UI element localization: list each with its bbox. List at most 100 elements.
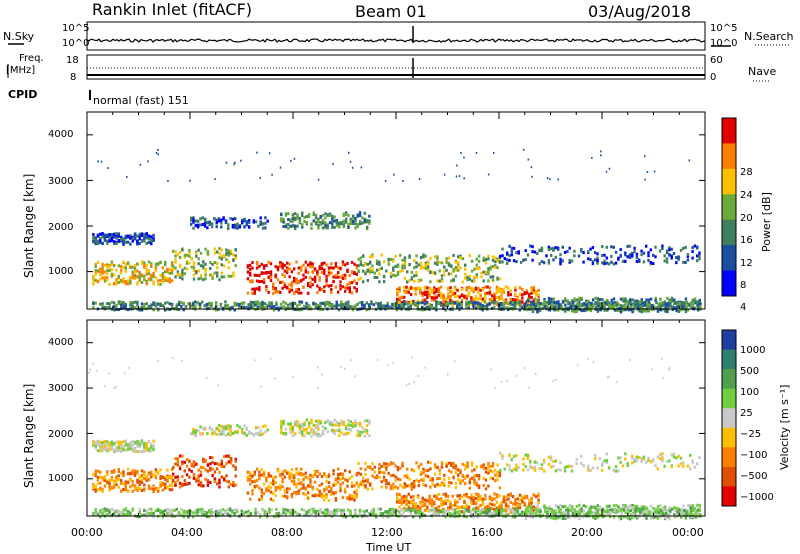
power-cell [300, 308, 304, 312]
power-cell [344, 286, 347, 290]
velocity-cell [281, 470, 284, 474]
velocity-cell [327, 490, 331, 493]
power-cell [585, 306, 589, 310]
velocity-cell [99, 449, 102, 453]
power-cell [589, 258, 592, 262]
velocity-cell [115, 446, 118, 449]
power-cell [124, 240, 127, 244]
velocity-cell [559, 508, 562, 512]
power-cell [378, 263, 381, 267]
power-cell [477, 254, 481, 258]
power-cell [621, 259, 625, 263]
power-cell [494, 265, 497, 269]
velocity-cell [528, 498, 531, 502]
power-cell [295, 281, 298, 285]
power-cell [185, 267, 189, 271]
power-cell [631, 298, 634, 302]
power-cell [539, 301, 542, 305]
power-cell [484, 295, 487, 299]
power-cell [194, 300, 197, 304]
velocity-cell [92, 441, 95, 445]
power-cell [552, 297, 555, 301]
velocity-cell [332, 483, 335, 487]
power-cell [252, 219, 255, 223]
velocity-cell [313, 480, 317, 484]
velocity-cell [453, 499, 457, 502]
velocity-cell [382, 471, 386, 475]
velocity-cell [284, 431, 288, 435]
power-cell [647, 298, 650, 302]
power-cell [245, 306, 248, 309]
power-cell [287, 212, 290, 216]
power-cell [693, 244, 697, 248]
power-cell [183, 255, 186, 259]
power-cell [129, 234, 132, 238]
power-cell [682, 260, 685, 264]
power-cell [115, 234, 118, 238]
velocity-cell [368, 434, 371, 438]
power-cell [351, 308, 355, 312]
power-cell [458, 295, 461, 299]
power-cell [294, 224, 297, 228]
power-cell [283, 269, 287, 273]
velocity-cell [276, 469, 280, 473]
power-cell [396, 273, 400, 276]
velocity-cell [668, 459, 671, 463]
velocity-cell [327, 485, 331, 489]
power-cell [459, 254, 462, 258]
velocity-cell [428, 497, 431, 501]
velocity-cell [103, 442, 107, 446]
power-cell [113, 240, 116, 244]
velocity-cell [246, 491, 250, 495]
power-cell [327, 269, 331, 272]
velocity-cell [414, 502, 417, 506]
power-cell [215, 225, 218, 229]
velocity-cell [679, 456, 683, 460]
power-cell [405, 291, 408, 294]
power-cell [465, 294, 468, 298]
velocity-cell [227, 432, 230, 436]
power-cell [282, 220, 285, 224]
power-cell [447, 286, 450, 290]
velocity-cell [406, 475, 409, 479]
velocity-cell [291, 427, 295, 431]
power-cell [178, 276, 182, 279]
power-cell [475, 263, 478, 267]
power-cell [661, 246, 664, 250]
velocity-cell [280, 431, 283, 435]
power-cell [344, 303, 348, 307]
velocity-cell [178, 454, 182, 458]
velocity-cell [185, 464, 189, 468]
velocity-cell [554, 459, 557, 463]
power-cell [534, 297, 537, 301]
power-cbar-tick-28: 28 [740, 167, 753, 178]
velocity-cell [216, 482, 219, 486]
power-cell [302, 263, 305, 267]
power-cell [362, 264, 365, 267]
power-cell [113, 264, 116, 268]
velocity-cell [251, 480, 254, 484]
velocity-cell [103, 448, 107, 451]
power-cell [690, 304, 693, 308]
power-cell [407, 302, 410, 306]
velocity-cell [185, 482, 189, 486]
power-cell [133, 306, 137, 310]
velocity-cell [366, 480, 369, 484]
velocity-cell [342, 433, 346, 437]
power-cell [537, 288, 540, 292]
velocity-cell [635, 459, 639, 463]
power-cell [543, 298, 546, 301]
velocity-cell [419, 462, 423, 466]
power-cell [331, 222, 334, 226]
power-cell [349, 217, 352, 221]
power-cell [457, 255, 460, 259]
power-cell [587, 250, 590, 254]
velocity-cell [435, 495, 438, 499]
velocity-cell [413, 480, 416, 483]
velocity-cell [108, 443, 111, 447]
power-cell [494, 264, 497, 268]
velocity-cell [300, 472, 303, 475]
velocity-cell [281, 472, 284, 476]
power-speck [139, 163, 142, 166]
power-cell [591, 246, 595, 250]
